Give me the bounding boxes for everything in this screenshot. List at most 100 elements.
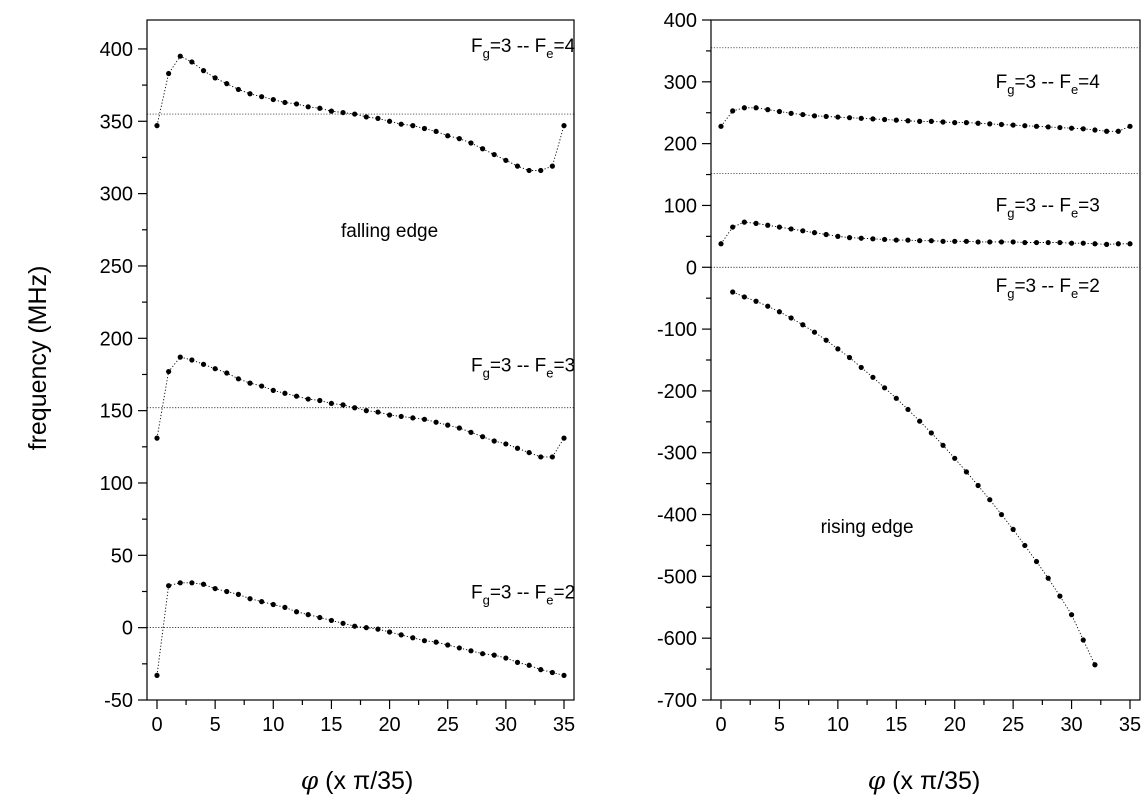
y-tick-label: 250 (100, 256, 133, 278)
series-label: Fg=3 -- Fe=2 (471, 583, 575, 608)
data-point (421, 125, 428, 132)
data-point (741, 105, 747, 111)
y-tick-label: 350 (100, 111, 133, 133)
data-point (445, 133, 451, 139)
data-point (549, 454, 555, 460)
data-point (468, 648, 474, 654)
y-axis-label: frequency (MHz) (24, 266, 52, 451)
data-point (445, 642, 451, 648)
data-point (882, 116, 888, 123)
data-point (905, 118, 911, 124)
data-point (352, 623, 358, 629)
data-point (270, 96, 276, 103)
series-label: Fg=3 -- Fe=4 (996, 72, 1101, 97)
x-tick-label: 10 (827, 714, 849, 736)
x-axis-label-left: φ (x π/35) (301, 766, 414, 795)
data-point (1080, 240, 1086, 246)
y-tick-label: 50 (111, 545, 133, 567)
data-point (893, 237, 899, 243)
data-point (1080, 126, 1086, 132)
data-point (905, 237, 911, 243)
data-point (456, 136, 462, 142)
x-tick-label: 20 (378, 714, 400, 736)
data-point (189, 59, 195, 65)
data-point (200, 68, 207, 74)
data-point (940, 442, 946, 448)
data-point (1057, 124, 1063, 131)
data-point (503, 157, 509, 163)
data-point (882, 385, 888, 391)
data-point (293, 609, 300, 615)
data-point (730, 289, 736, 295)
data-point (328, 400, 335, 407)
data-point (928, 238, 934, 244)
data-point (870, 374, 876, 380)
data-point (963, 120, 970, 126)
data-point (1127, 123, 1133, 129)
data-point (765, 107, 771, 113)
data-point (987, 239, 993, 245)
data-point (776, 224, 783, 230)
chart-panel-left: 0 5 10 15 20 25 30 35 -50 0 50 100 150 200 250 300 350 40… (100, 19, 576, 736)
data-point (154, 435, 160, 441)
data-point (823, 231, 829, 238)
x-tick-label: 35 (553, 714, 575, 736)
data-point (858, 364, 864, 371)
data-point (247, 596, 253, 602)
data-point (433, 419, 439, 425)
data-point (718, 123, 724, 129)
data-point (905, 406, 911, 413)
data-point (421, 638, 428, 644)
data-point (917, 118, 923, 124)
data-point (1104, 241, 1110, 247)
x-tick-label: 5 (774, 714, 785, 736)
data-point (811, 113, 818, 119)
data-point (200, 581, 207, 587)
data-point (963, 469, 970, 475)
series-line (732, 291, 1096, 665)
data-point (928, 430, 934, 436)
data-point (177, 53, 183, 59)
data-point (975, 239, 981, 245)
data-point (823, 113, 829, 120)
data-point (561, 435, 567, 441)
data-point (154, 672, 160, 679)
data-point (177, 580, 183, 586)
data-point (224, 588, 230, 595)
data-point (293, 393, 300, 399)
data-point (386, 118, 393, 124)
data-point (514, 445, 521, 451)
data-point (846, 354, 853, 361)
data-point (882, 236, 888, 243)
data-point (526, 662, 532, 668)
data-point (893, 117, 899, 123)
data-point (410, 635, 416, 641)
y-tick-label: -200 (657, 381, 697, 403)
data-point (375, 115, 381, 121)
y-tick-label: -100 (657, 319, 697, 341)
data-point (503, 655, 509, 661)
y-tick-label: 400 (100, 39, 133, 61)
data-point (526, 167, 532, 174)
data-point (1033, 239, 1040, 246)
data-point (189, 580, 195, 586)
data-point (870, 236, 876, 242)
data-point (282, 390, 288, 396)
x-axis-unit: (x π/35) (318, 767, 413, 795)
data-point (561, 123, 567, 129)
series-line (156, 55, 565, 171)
data-point (1068, 125, 1075, 131)
data-point (753, 298, 759, 304)
y-tick-label: 0 (686, 257, 697, 279)
data-point (987, 497, 993, 503)
data-point (491, 151, 497, 158)
data-point (1104, 128, 1110, 134)
data-point (741, 219, 747, 225)
data-point (835, 233, 841, 239)
x-tick-label: 15 (885, 714, 907, 736)
y-tick-label: 200 (100, 328, 133, 350)
y-tick-label: -600 (657, 628, 697, 650)
data-point (200, 361, 207, 367)
data-point (1033, 123, 1040, 129)
data-point (235, 376, 241, 382)
